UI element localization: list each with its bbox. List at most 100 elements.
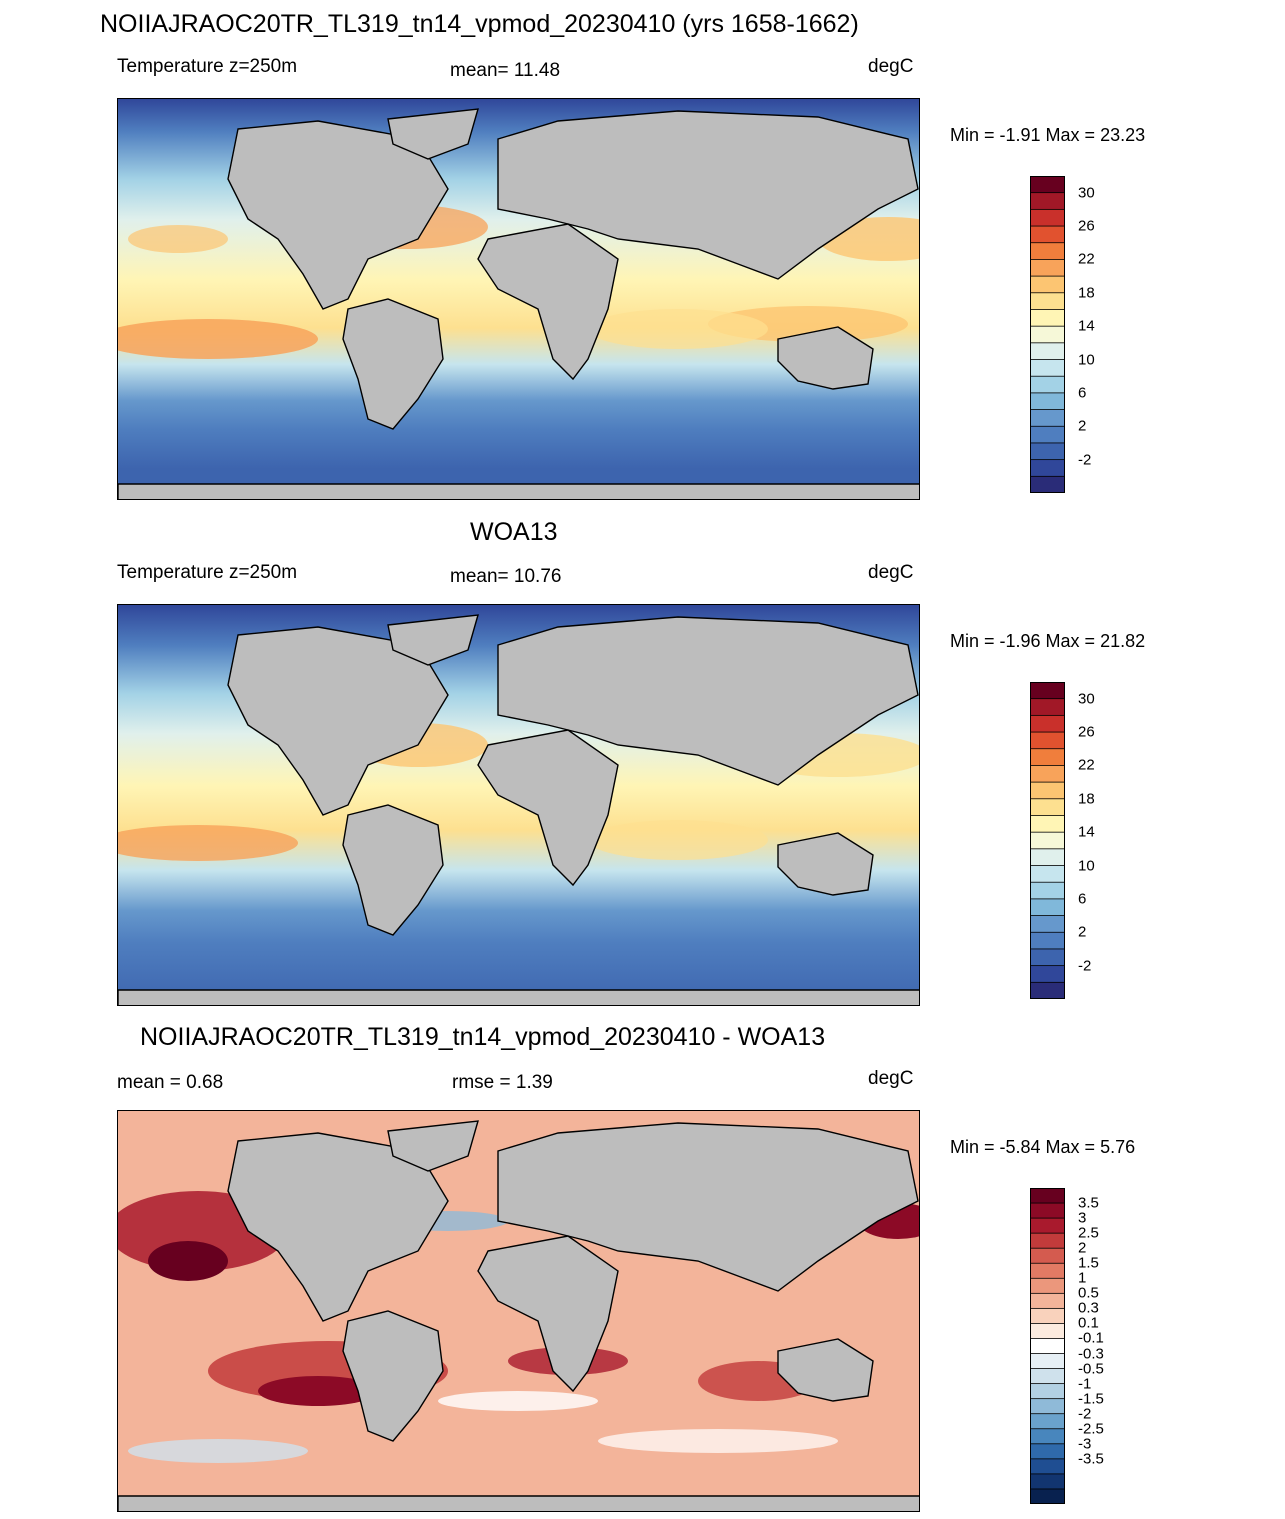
colorbar-swatch xyxy=(1030,1443,1065,1460)
colorbar-tick-label: 10 xyxy=(1078,857,1095,875)
panel2-units: degC xyxy=(868,562,914,583)
colorbar-swatch xyxy=(1030,765,1065,784)
colorbar-tick-label: -2 xyxy=(1078,957,1092,975)
colorbar-swatch xyxy=(1030,1338,1065,1355)
colorbar-tick-label: 0.3 xyxy=(1078,1299,1099,1317)
colorbar-tick-label: 3.5 xyxy=(1078,1194,1099,1212)
colorbar-tick-label: 2 xyxy=(1078,1239,1087,1257)
panel3-units: degC xyxy=(868,1068,914,1089)
colorbar-swatch xyxy=(1030,948,1065,967)
panel1-units: degC xyxy=(868,56,914,77)
colorbar-swatch xyxy=(1030,1488,1065,1504)
colorbar-swatch xyxy=(1030,931,1065,950)
panel3-colorbar xyxy=(1030,1188,1065,1504)
colorbar-swatch xyxy=(1030,1353,1065,1370)
colorbar-tick-label: 30 xyxy=(1078,184,1095,202)
colorbar-swatch xyxy=(1030,1307,1065,1325)
colorbar-swatch xyxy=(1030,898,1065,917)
colorbar-swatch xyxy=(1030,848,1065,867)
colorbar-tick-label: 1.5 xyxy=(1078,1254,1099,1272)
colorbar-swatch xyxy=(1030,192,1065,211)
colorbar-swatch xyxy=(1030,881,1065,900)
colorbar-swatch xyxy=(1030,682,1065,700)
colorbar-tick-label: 14 xyxy=(1078,823,1095,841)
colorbar-swatch xyxy=(1030,1398,1065,1415)
colorbar-swatch xyxy=(1030,1473,1065,1490)
colorbar-swatch xyxy=(1030,698,1065,717)
colorbar-swatch xyxy=(1030,259,1065,278)
colorbar-tick-label: -2.5 xyxy=(1078,1420,1104,1438)
colorbar-swatch xyxy=(1030,1262,1065,1280)
colorbar-tick-label: 3 xyxy=(1078,1209,1087,1227)
colorbar-tick-label: 2.5 xyxy=(1078,1224,1099,1242)
colorbar-tick-label: -3.5 xyxy=(1078,1450,1104,1468)
colorbar-swatch xyxy=(1030,425,1065,444)
colorbar-swatch xyxy=(1030,176,1065,194)
panel3-map xyxy=(117,1110,920,1512)
colorbar-tick-label: -1 xyxy=(1078,1375,1092,1393)
colorbar-swatch xyxy=(1030,225,1065,244)
colorbar-swatch xyxy=(1030,731,1065,750)
colorbar-tick-label: -0.3 xyxy=(1078,1345,1104,1363)
panel2-minmax: Min = -1.96 Max = 21.82 xyxy=(950,631,1146,651)
panel2-title: WOA13 xyxy=(470,518,558,546)
colorbar-border xyxy=(1030,176,1065,493)
colorbar-tick-label: 10 xyxy=(1078,351,1095,369)
panel2-colorbar xyxy=(1030,682,1065,999)
colorbar-tick-label: 1 xyxy=(1078,1269,1087,1287)
panel3-map-svg xyxy=(118,1111,919,1511)
panel1-title: NOIIAJRAOC20TR_TL319_tn14_vpmod_20230410… xyxy=(100,10,859,38)
colorbar-swatch xyxy=(1030,981,1065,999)
panel2-mean-label: mean= 10.76 xyxy=(450,566,562,587)
panel3-minmax: Min = -5.84 Max = 5.76 xyxy=(950,1137,1136,1157)
colorbar-tick-label: 2 xyxy=(1078,923,1087,941)
colorbar-swatch xyxy=(1030,815,1065,834)
colorbar-swatch xyxy=(1030,1232,1065,1250)
colorbar-swatch xyxy=(1030,781,1065,800)
colorbar-tick-label: -2 xyxy=(1078,451,1092,469)
colorbar-tick-label: -2 xyxy=(1078,1405,1092,1423)
colorbar-border xyxy=(1030,1188,1065,1504)
colorbar-tick-label: 26 xyxy=(1078,217,1095,235)
colorbar-swatch xyxy=(1030,292,1065,311)
colorbar-tick-label: 26 xyxy=(1078,723,1095,741)
colorbar-tick-label: -0.5 xyxy=(1078,1360,1104,1378)
colorbar-swatch xyxy=(1030,1458,1065,1475)
colorbar-swatch xyxy=(1030,1292,1065,1310)
colorbar-swatch xyxy=(1030,392,1065,411)
colorbar-tick-label: -3 xyxy=(1078,1435,1092,1453)
colorbar-swatch xyxy=(1030,831,1065,850)
colorbar-swatch xyxy=(1030,965,1065,984)
colorbar-tick-label: 0.5 xyxy=(1078,1284,1099,1302)
panel3-title: NOIIAJRAOC20TR_TL319_tn14_vpmod_20230410… xyxy=(140,1023,826,1051)
colorbar-swatch xyxy=(1030,865,1065,884)
colorbar-border xyxy=(1030,682,1065,999)
colorbar-swatch xyxy=(1030,442,1065,461)
colorbar-swatch xyxy=(1030,1277,1065,1295)
colorbar-swatch xyxy=(1030,208,1065,227)
panel1-map xyxy=(117,98,920,500)
colorbar-tick-label: 2 xyxy=(1078,417,1087,435)
colorbar-tick-label: 6 xyxy=(1078,384,1087,402)
panel3-mean-label: mean = 0.68 xyxy=(117,1072,224,1093)
colorbar-tick-label: 18 xyxy=(1078,284,1095,302)
colorbar-swatch xyxy=(1030,748,1065,767)
colorbar-tick-label: -0.1 xyxy=(1078,1329,1104,1347)
colorbar-swatch xyxy=(1030,409,1065,428)
colorbar-swatch xyxy=(1030,325,1065,344)
colorbar-tick-label: 30 xyxy=(1078,690,1095,708)
colorbar-swatch xyxy=(1030,714,1065,733)
panel1-left-label: Temperature z=250m xyxy=(117,56,298,77)
colorbar-tick-label: 0.1 xyxy=(1078,1314,1099,1332)
panel2-map xyxy=(117,604,920,1006)
colorbar-tick-label: 6 xyxy=(1078,890,1087,908)
colorbar-tick-label: 22 xyxy=(1078,756,1095,774)
colorbar-swatch xyxy=(1030,459,1065,478)
colorbar-tick-label: 22 xyxy=(1078,250,1095,268)
colorbar-swatch xyxy=(1030,915,1065,934)
colorbar-svg xyxy=(1030,1188,1065,1504)
colorbar-swatch xyxy=(1030,359,1065,378)
colorbar-swatch xyxy=(1030,1428,1065,1445)
colorbar-tick-label: -1.5 xyxy=(1078,1390,1104,1408)
colorbar-swatch xyxy=(1030,242,1065,261)
